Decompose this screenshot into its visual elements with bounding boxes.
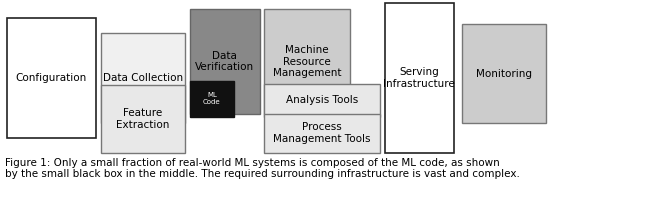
Text: Figure 1: Only a small fraction of real-world ML systems is composed of the ML c: Figure 1: Only a small fraction of real-… <box>5 158 520 179</box>
FancyBboxPatch shape <box>6 18 96 138</box>
FancyBboxPatch shape <box>264 10 350 114</box>
Text: Configuration: Configuration <box>16 73 87 83</box>
FancyBboxPatch shape <box>101 86 185 152</box>
FancyBboxPatch shape <box>264 84 380 117</box>
FancyBboxPatch shape <box>101 33 185 123</box>
Text: Analysis Tools: Analysis Tools <box>286 95 358 105</box>
Text: Feature
Extraction: Feature Extraction <box>116 108 170 130</box>
Text: Serving
Infrastructure: Serving Infrastructure <box>384 67 455 89</box>
Text: ML
Code: ML Code <box>203 92 221 105</box>
FancyBboxPatch shape <box>190 81 234 117</box>
FancyBboxPatch shape <box>264 114 380 152</box>
Text: Monitoring: Monitoring <box>476 68 532 79</box>
Text: Machine
Resource
Management: Machine Resource Management <box>272 45 341 78</box>
FancyBboxPatch shape <box>462 24 546 123</box>
FancyBboxPatch shape <box>190 10 260 114</box>
Text: Process
Management Tools: Process Management Tools <box>273 122 370 144</box>
Text: Data
Verification: Data Verification <box>196 51 254 72</box>
Text: Data Collection: Data Collection <box>103 73 183 83</box>
FancyBboxPatch shape <box>385 3 454 152</box>
